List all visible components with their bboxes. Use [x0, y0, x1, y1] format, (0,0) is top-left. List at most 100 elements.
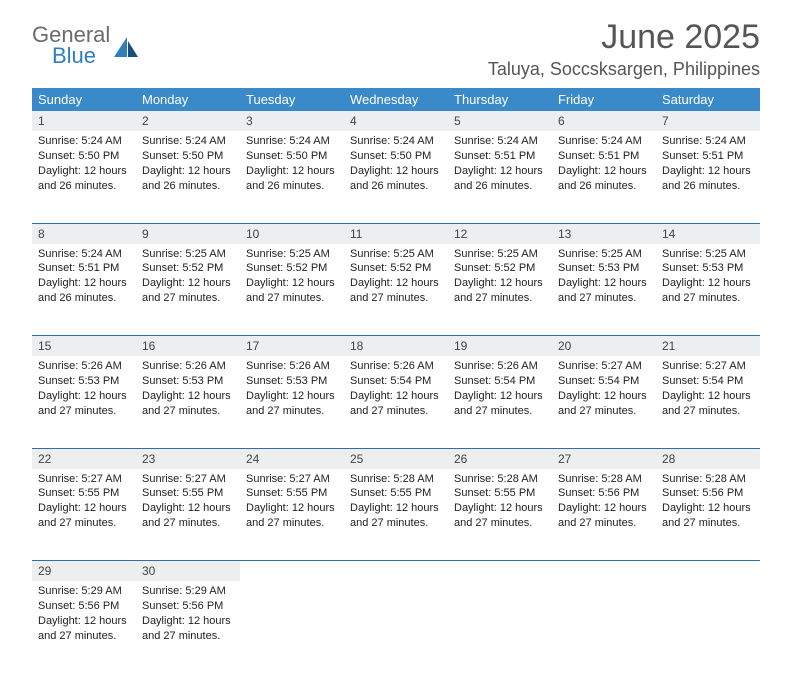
- daylight-line: Daylight: 12 hours and 27 minutes.: [662, 277, 751, 304]
- day-number-cell: 22: [32, 448, 136, 469]
- sunrise-line: Sunrise: 5:25 AM: [662, 248, 746, 260]
- sunset-line: Sunset: 5:54 PM: [454, 375, 535, 387]
- daylight-line: Daylight: 12 hours and 27 minutes.: [350, 277, 439, 304]
- sunset-line: Sunset: 5:55 PM: [350, 487, 431, 499]
- day-content-row: Sunrise: 5:26 AM Sunset: 5:53 PM Daylight:…: [32, 356, 760, 448]
- day-number-cell: [448, 561, 552, 582]
- day-number-row: 22232425262728: [32, 448, 760, 469]
- daylight-line: Daylight: 12 hours and 27 minutes.: [38, 502, 127, 529]
- day-content: Sunrise: 5:26 AMSunset: 5:53 PMDaylight:…: [32, 356, 136, 424]
- day-number-cell: 23: [136, 448, 240, 469]
- daylight-line: Daylight: 12 hours and 27 minutes.: [454, 390, 543, 417]
- sunset-line: Sunset: 5:56 PM: [38, 600, 119, 612]
- weekday-header-row: Sunday Monday Tuesday Wednesday Thursday…: [32, 88, 760, 111]
- daylight-line: Daylight: 12 hours and 27 minutes.: [142, 615, 231, 642]
- day-content-row: Sunrise: 5:29 AMSunset: 5:56 PMDaylight:…: [32, 581, 760, 673]
- day-cell: Sunrise: 5:27 AMSunset: 5:55 PMDaylight:…: [136, 469, 240, 561]
- sunrise-line: Sunrise: 5:24 AM: [246, 135, 330, 147]
- daylight-line: Daylight: 12 hours and 26 minutes.: [38, 277, 127, 304]
- day-content: Sunrise: 5:26 AMSunset: 5:54 PMDaylight:…: [448, 356, 552, 424]
- day-number-cell: 2: [136, 111, 240, 131]
- day-cell: Sunrise: 5:25 AMSunset: 5:52 PMDaylight:…: [136, 244, 240, 336]
- daylight-line: Daylight: 12 hours and 27 minutes.: [662, 502, 751, 529]
- sunrise-line: Sunrise: 5:25 AM: [142, 248, 226, 260]
- daylight-line: Daylight: 12 hours and 26 minutes.: [454, 165, 543, 192]
- sunrise-line: Sunrise: 5:27 AM: [246, 473, 330, 485]
- sunset-line: Sunset: 5:55 PM: [142, 487, 223, 499]
- sunset-line: Sunset: 5:52 PM: [142, 262, 223, 274]
- sunset-line: Sunset: 5:53 PM: [38, 375, 119, 387]
- day-cell: Sunrise: 5:26 AMSunset: 5:54 PMDaylight:…: [448, 356, 552, 448]
- day-number-row: 1234567: [32, 111, 760, 131]
- weekday-header: Tuesday: [240, 88, 344, 111]
- day-cell: Sunrise: 5:26 AMSunset: 5:54 PMDaylight:…: [344, 356, 448, 448]
- title-block: June 2025 Taluya, Soccsksargen, Philippi…: [488, 18, 760, 80]
- calendar-table: Sunday Monday Tuesday Wednesday Thursday…: [32, 88, 760, 673]
- day-content: Sunrise: 5:26 AMSunset: 5:54 PMDaylight:…: [344, 356, 448, 424]
- sunrise-line: Sunrise: 5:28 AM: [350, 473, 434, 485]
- day-cell: Sunrise: 5:26 AMSunset: 5:53 PMDaylight:…: [32, 356, 136, 448]
- daylight-line: Daylight: 12 hours and 27 minutes.: [38, 390, 127, 417]
- day-number-cell: 7: [656, 111, 760, 131]
- daylight-line: Daylight: 12 hours and 27 minutes.: [246, 390, 335, 417]
- day-number-cell: 18: [344, 336, 448, 357]
- day-content: Sunrise: 5:29 AMSunset: 5:56 PMDaylight:…: [136, 581, 240, 649]
- day-content: Sunrise: 5:24 AMSunset: 5:51 PMDaylight:…: [32, 244, 136, 312]
- day-number-cell: 14: [656, 223, 760, 244]
- day-number-cell: 9: [136, 223, 240, 244]
- day-cell: Sunrise: 5:26 AMSunset: 5:53 PMDaylight:…: [136, 356, 240, 448]
- weekday-header: Sunday: [32, 88, 136, 111]
- day-number-row: 891011121314: [32, 223, 760, 244]
- day-cell: Sunrise: 5:25 AMSunset: 5:53 PMDaylight:…: [552, 244, 656, 336]
- day-content-row: Sunrise: 5:27 AM Sunset: 5:55 PM Daylight:…: [32, 469, 760, 561]
- logo-sail-icon: [114, 35, 140, 59]
- day-content: Sunrise: 5:25 AMSunset: 5:52 PMDaylight:…: [344, 244, 448, 312]
- day-content: Sunrise: 5:29 AMSunset: 5:56 PMDaylight:…: [32, 581, 136, 649]
- sunrise-line: Sunrise: 5:25 AM: [350, 248, 434, 260]
- day-number-cell: [656, 561, 760, 582]
- sunrise-line: Sunrise: 5:24 AM: [38, 248, 122, 260]
- day-number-cell: [344, 561, 448, 582]
- sunrise-line: Sunrise: 5:25 AM: [558, 248, 642, 260]
- day-cell: [240, 581, 344, 673]
- day-cell: Sunrise: 5:24 AMSunset: 5:51 PMDaylight:…: [32, 244, 136, 336]
- daylight-line: Daylight: 12 hours and 27 minutes.: [558, 390, 647, 417]
- sunrise-line: Sunrise: 5:28 AM: [558, 473, 642, 485]
- daylight-line: Daylight: 12 hours and 27 minutes.: [454, 277, 543, 304]
- day-cell: Sunrise: 5:24 AMSunset: 5:50 PMDaylight:…: [344, 131, 448, 223]
- day-cell: Sunrise: 5:29 AMSunset: 5:56 PMDaylight:…: [32, 581, 136, 673]
- sunrise-line: Sunrise: 5:28 AM: [454, 473, 538, 485]
- day-cell: [344, 581, 448, 673]
- day-content: Sunrise: 5:28 AMSunset: 5:55 PMDaylight:…: [448, 469, 552, 537]
- day-content: Sunrise: 5:25 AMSunset: 5:53 PMDaylight:…: [552, 244, 656, 312]
- sunset-line: Sunset: 5:55 PM: [454, 487, 535, 499]
- daylight-line: Daylight: 12 hours and 27 minutes.: [558, 502, 647, 529]
- sunrise-line: Sunrise: 5:26 AM: [350, 360, 434, 372]
- day-number-cell: 20: [552, 336, 656, 357]
- day-number-cell: 4: [344, 111, 448, 131]
- day-cell: Sunrise: 5:24 AMSunset: 5:51 PMDaylight:…: [552, 131, 656, 223]
- daylight-line: Daylight: 12 hours and 26 minutes.: [142, 165, 231, 192]
- day-cell: [448, 581, 552, 673]
- sunset-line: Sunset: 5:54 PM: [662, 375, 743, 387]
- day-cell: [552, 581, 656, 673]
- sunset-line: Sunset: 5:50 PM: [142, 150, 223, 162]
- sunrise-line: Sunrise: 5:27 AM: [142, 473, 226, 485]
- day-content: Sunrise: 5:27 AMSunset: 5:54 PMDaylight:…: [656, 356, 760, 424]
- daylight-line: Daylight: 12 hours and 27 minutes.: [350, 502, 439, 529]
- day-cell: Sunrise: 5:28 AM Sunset: 5:55 PM Daylight:…: [344, 469, 448, 561]
- day-number-cell: [240, 561, 344, 582]
- day-number-cell: 28: [656, 448, 760, 469]
- day-cell: Sunrise: 5:29 AMSunset: 5:56 PMDaylight:…: [136, 581, 240, 673]
- sunset-line: Sunset: 5:56 PM: [558, 487, 639, 499]
- sunrise-line: Sunrise: 5:27 AM: [662, 360, 746, 372]
- day-cell: Sunrise: 5:27 AMSunset: 5:55 PMDaylight:…: [32, 469, 136, 561]
- day-cell: Sunrise: 5:28 AMSunset: 5:55 PMDaylight:…: [448, 469, 552, 561]
- location: Taluya, Soccsksargen, Philippines: [488, 59, 760, 80]
- day-number-cell: 26: [448, 448, 552, 469]
- day-number-cell: 5: [448, 111, 552, 131]
- sunset-line: Sunset: 5:51 PM: [558, 150, 639, 162]
- sunrise-line: Sunrise: 5:24 AM: [454, 135, 538, 147]
- day-number-cell: 10: [240, 223, 344, 244]
- day-content: Sunrise: 5:26 AMSunset: 5:53 PMDaylight:…: [136, 356, 240, 424]
